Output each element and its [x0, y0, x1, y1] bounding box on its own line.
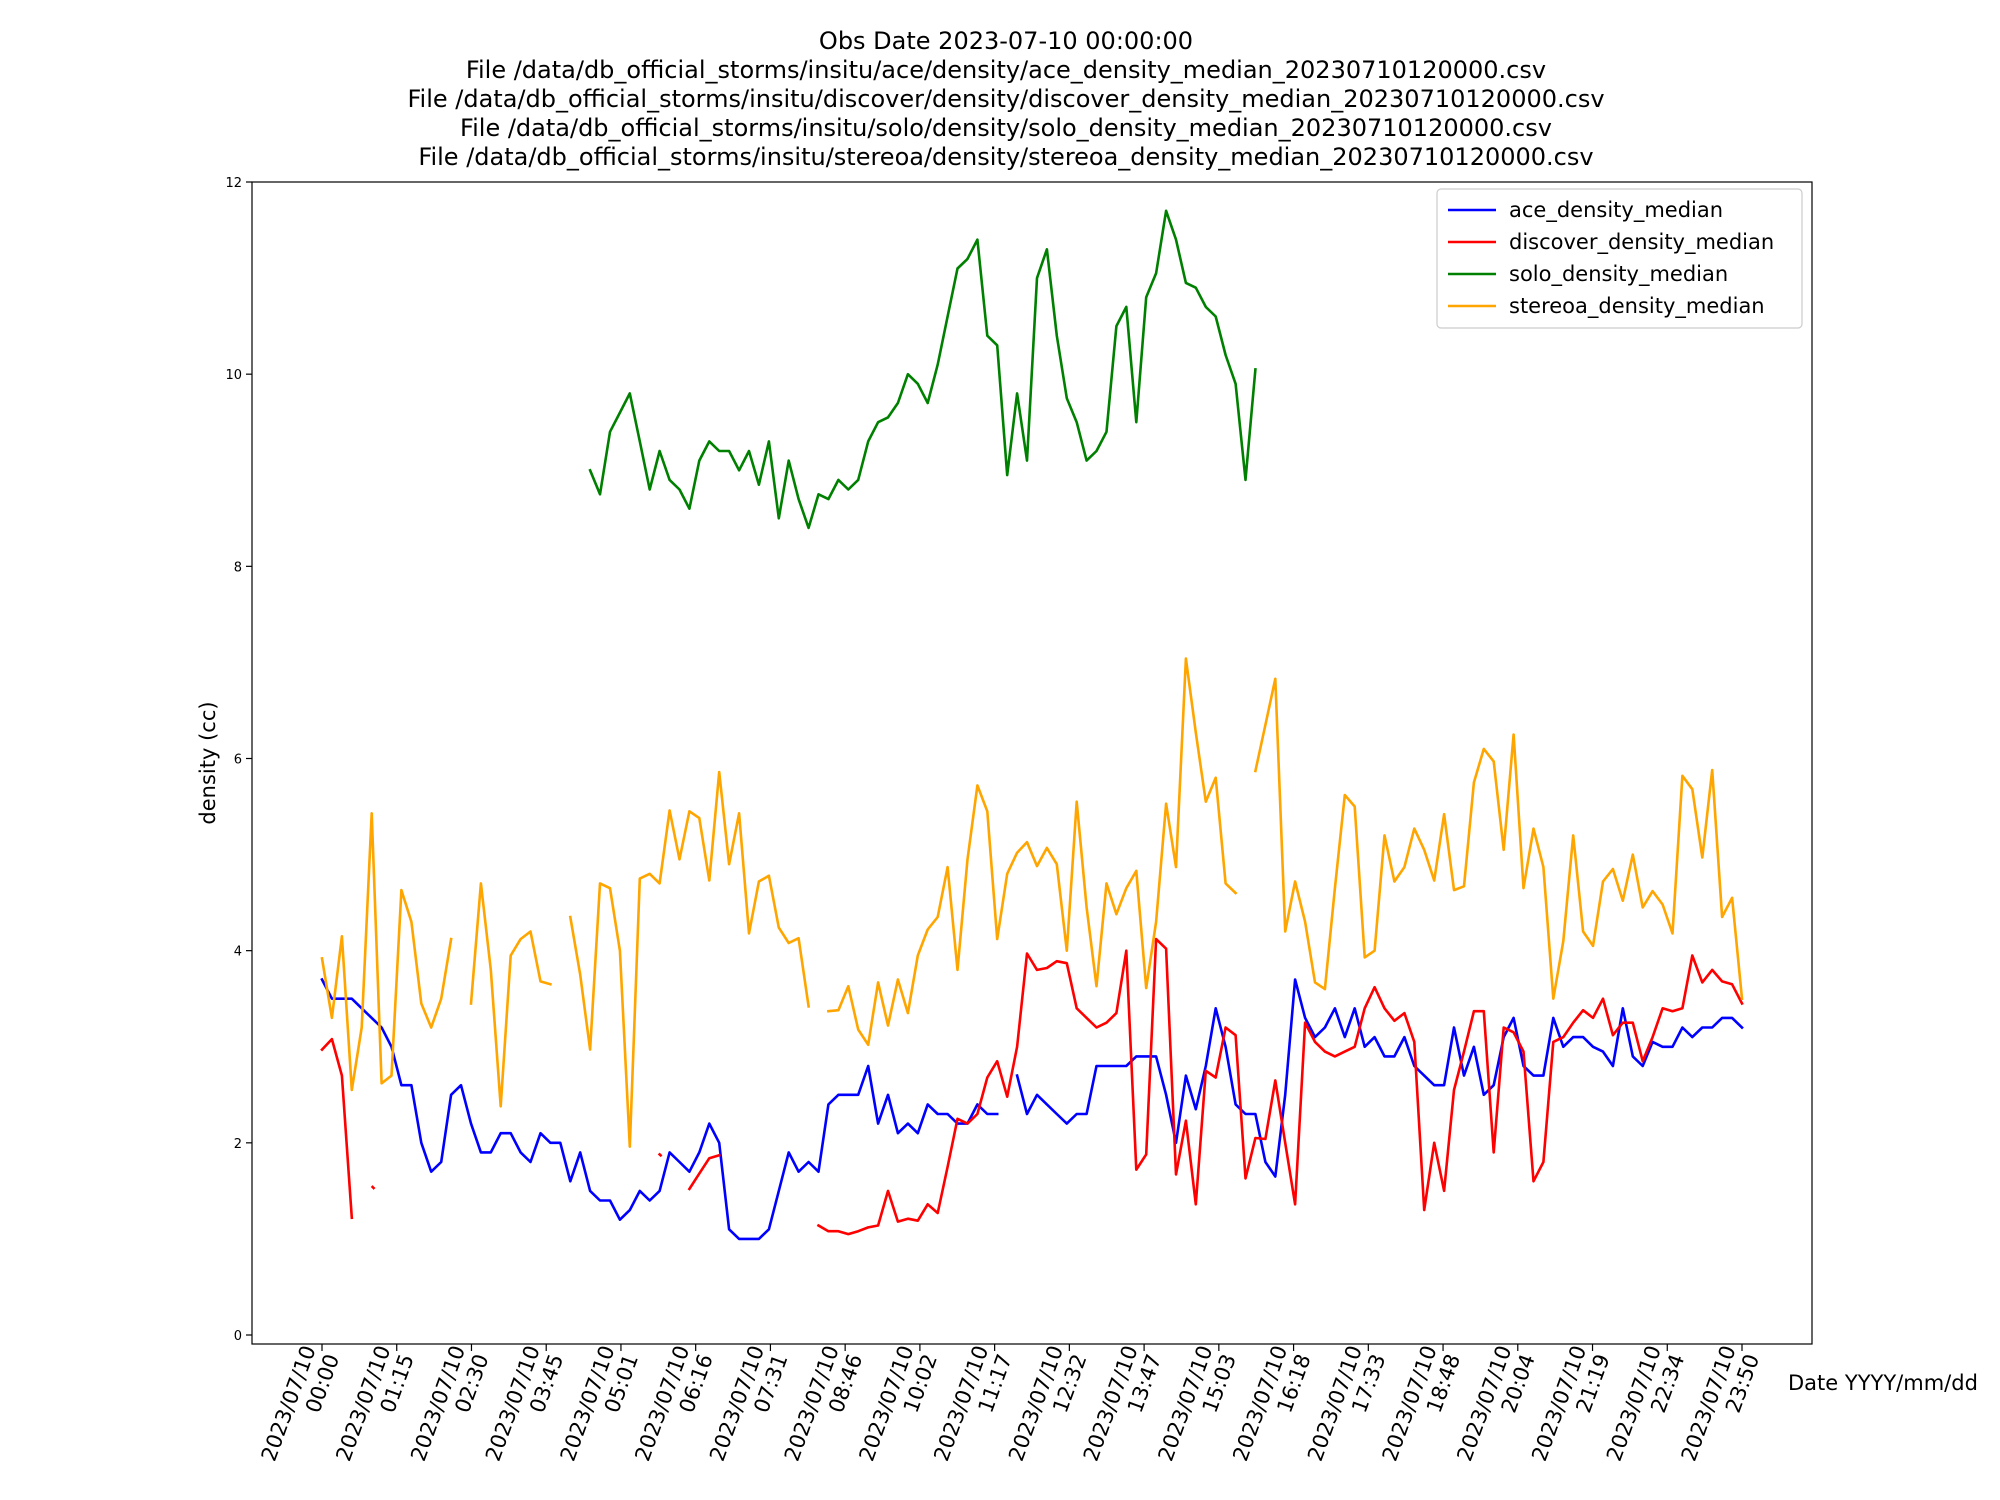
legend-label-ace_density_median: ace_density_median: [1509, 198, 1723, 223]
y-tick-label: 4: [234, 945, 242, 960]
chart-title-line: File /data/db_official_storms/insitu/sol…: [460, 114, 1552, 142]
series-line-solo_density_median: [588, 209, 1257, 530]
y-axis-label: density (cc): [196, 701, 220, 824]
legend-label-solo_density_median: solo_density_median: [1509, 262, 1728, 287]
y-axis: 0 2 4 6 8 10 12: [225, 176, 252, 1344]
chart-title-line: File /data/db_official_storms/insitu/ste…: [418, 143, 1593, 171]
legend-label-stereoa_density_median: stereoa_density_median: [1509, 294, 1765, 319]
chart-title-line: File /data/db_official_storms/insitu/dis…: [407, 85, 1604, 113]
y-tick-label: 2: [234, 1137, 242, 1152]
series-lines: [320, 209, 1744, 1241]
plot-area-frame: [251, 181, 1813, 1345]
y-tick-label: 8: [234, 560, 242, 575]
y-tick-label: 12: [225, 176, 242, 191]
series-line-ace_density_median: [320, 977, 1744, 1241]
series-line-stereoa_density_median: [320, 657, 1744, 1148]
x-axis: 2023/07/1000:002023/07/1001:152023/07/10…: [257, 1342, 1764, 1464]
series-line-discover_density_median: [320, 937, 1744, 1236]
y-tick-label: 10: [225, 368, 242, 383]
x-axis-label: Date YYYY/mm/dd: [1788, 1371, 1978, 1395]
y-tick-label: 0: [234, 1329, 242, 1344]
legend: ace_density_median discover_density_media…: [1436, 188, 1803, 329]
legend-box: [1436, 188, 1803, 329]
chart-title-line: Obs Date 2023-07-10 00:00:00: [819, 27, 1193, 55]
chart-title-line: File /data/db_official_storms/insitu/ace…: [466, 56, 1546, 84]
x-tick-label: 2023/07/1012:32: [1004, 1342, 1091, 1464]
legend-label-discover_density_median: discover_density_median: [1509, 230, 1774, 255]
chart-title: Obs Date 2023-07-10 00:00:00 File /data/…: [407, 27, 1604, 171]
y-tick-label: 6: [234, 753, 242, 768]
